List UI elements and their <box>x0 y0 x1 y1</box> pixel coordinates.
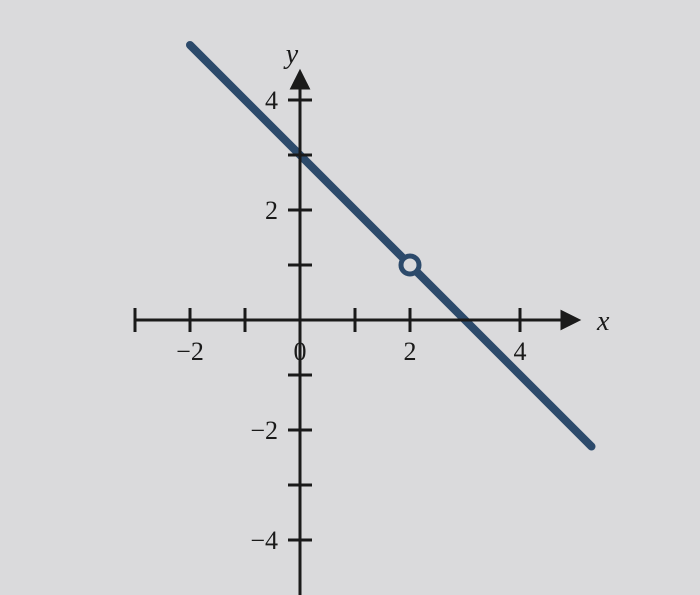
svg-text:4: 4 <box>514 337 527 366</box>
svg-text:2: 2 <box>265 196 278 225</box>
svg-text:−2: −2 <box>176 337 204 366</box>
svg-text:x: x <box>596 306 610 337</box>
svg-text:4: 4 <box>265 86 278 115</box>
svg-text:y: y <box>283 39 299 70</box>
svg-text:−4: −4 <box>250 526 278 555</box>
chart-svg: 0 2 4 −2 2 4 −4 −2 x y <box>0 0 700 595</box>
svg-text:0: 0 <box>294 337 307 366</box>
svg-text:2: 2 <box>404 337 417 366</box>
svg-text:−2: −2 <box>250 416 278 445</box>
line-chart: 0 2 4 −2 2 4 −4 −2 x y <box>0 0 700 595</box>
